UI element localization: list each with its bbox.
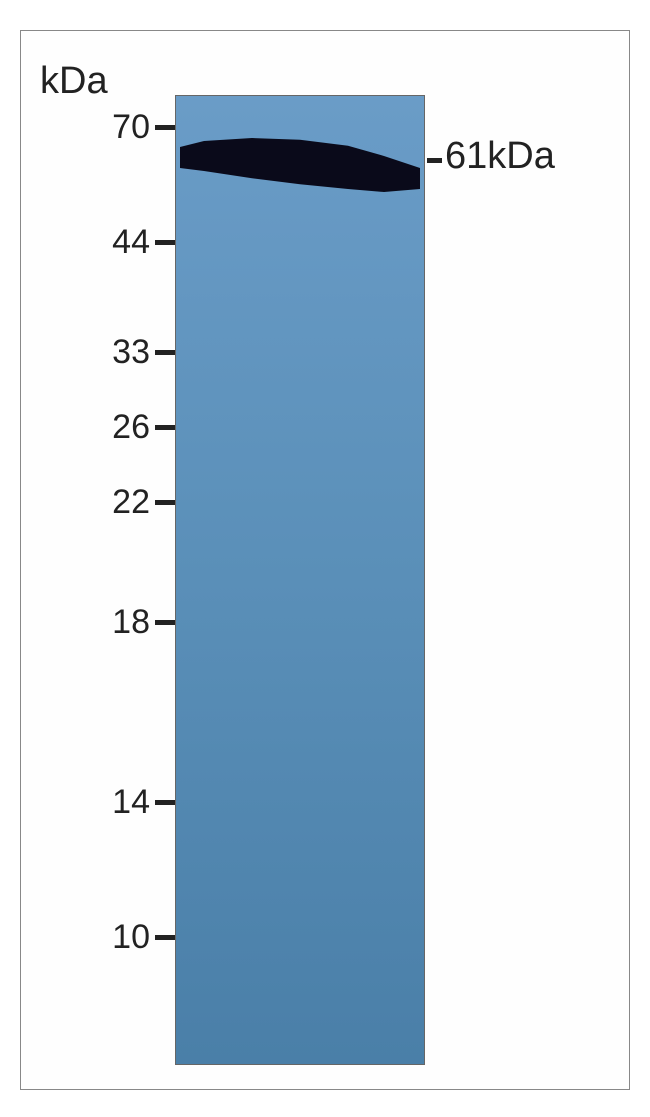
ladder-label: 44 <box>0 223 150 262</box>
ladder-tick <box>155 350 175 355</box>
ladder-label: 10 <box>0 918 150 957</box>
band-label: 61kDa <box>445 135 555 178</box>
ladder-tick <box>155 620 175 625</box>
ladder-tick <box>155 425 175 430</box>
ladder-label: 18 <box>0 603 150 642</box>
band-tick <box>427 158 442 163</box>
ladder-label: 14 <box>0 783 150 822</box>
ladder-tick <box>155 500 175 505</box>
ladder-tick <box>155 125 175 130</box>
ladder-label: 70 <box>0 108 150 147</box>
ladder-label: 26 <box>0 408 150 447</box>
blot-lane <box>175 95 425 1065</box>
ladder-label: 22 <box>0 483 150 522</box>
ladder-tick <box>155 240 175 245</box>
ladder-tick <box>155 800 175 805</box>
ladder-label: 33 <box>0 333 150 372</box>
unit-label: kDa <box>40 60 108 103</box>
ladder-tick <box>155 935 175 940</box>
